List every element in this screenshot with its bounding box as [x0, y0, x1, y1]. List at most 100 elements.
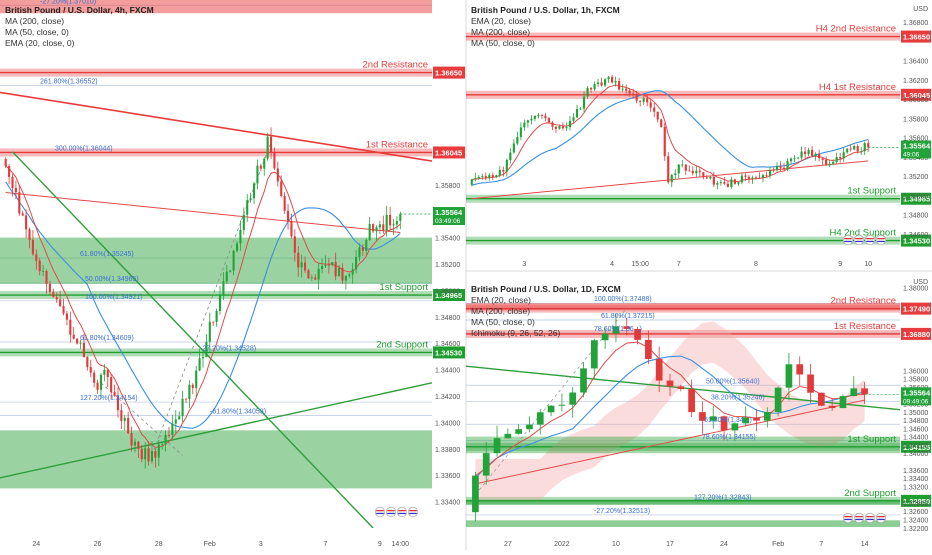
price-tag-support	[901, 192, 931, 205]
candle-body	[215, 310, 218, 322]
candle-body	[723, 182, 726, 184]
y-tick-label: 1.34600	[903, 232, 928, 239]
candle-body	[157, 444, 160, 458]
price-tag-text: 1.34530	[435, 348, 462, 357]
candle-body	[551, 122, 554, 127]
candle-body	[201, 357, 205, 359]
candle-body	[11, 176, 14, 189]
candle-body	[737, 182, 740, 184]
candle-body	[607, 76, 610, 80]
candle-body	[38, 260, 41, 272]
trendline-green	[11, 151, 374, 528]
candle-body	[21, 213, 24, 216]
x-tick-label: 9	[378, 541, 382, 548]
candle-body	[779, 166, 782, 168]
y-tick-label: 1.34600	[903, 426, 928, 433]
candle-body	[55, 297, 58, 300]
candle-body	[86, 356, 89, 368]
candle-body	[355, 257, 358, 270]
candle-body	[863, 143, 866, 152]
candle-body	[42, 270, 45, 272]
candle-body	[744, 175, 747, 177]
x-tick-label: 7	[324, 541, 328, 548]
current-price-tag	[901, 140, 931, 159]
candle-body	[709, 416, 717, 421]
y-tick-label: 1.36200	[903, 78, 928, 85]
candle-body	[515, 429, 522, 434]
candle-body	[79, 342, 82, 344]
candle-body	[839, 396, 847, 409]
x-tick-label: 4	[610, 261, 614, 268]
candle-body	[660, 119, 663, 127]
candle-body	[481, 176, 484, 177]
candle-body	[818, 153, 821, 159]
candle-body	[793, 157, 796, 159]
y-tick-label: 1.33600	[903, 468, 928, 475]
candle-body	[580, 368, 587, 393]
candle-body	[491, 175, 494, 178]
candle-body	[375, 227, 378, 232]
candle-body	[144, 448, 147, 460]
currency-label: USD	[913, 6, 928, 13]
flag-icon	[374, 506, 386, 518]
candle-body	[140, 448, 143, 460]
y-tick-label: 1.36400	[903, 59, 928, 66]
candle-body	[89, 367, 92, 373]
flag-stripe	[877, 240, 885, 243]
candle-body	[720, 416, 728, 431]
candle-body	[65, 313, 68, 320]
candle-body	[392, 224, 395, 226]
candle-body	[127, 417, 130, 434]
candle-body	[547, 405, 555, 413]
fib-label: 127.20%(1.34154)	[80, 395, 138, 402]
candle-body	[502, 169, 505, 172]
candle-body	[324, 264, 327, 267]
candle-body	[62, 306, 65, 314]
candle-body	[754, 177, 758, 179]
x-tick-label: 14:00	[392, 541, 410, 548]
fib-label: -61.80%(1.34053)	[210, 408, 266, 415]
fib-label: 100.00%(1.37488)	[594, 296, 652, 303]
fib-label: 61.80%(1.37215)	[601, 313, 655, 320]
candle-body	[235, 243, 239, 251]
candle-body	[382, 224, 385, 231]
flag-stripe	[866, 240, 874, 243]
candle-body	[212, 321, 215, 323]
candle-body	[181, 398, 184, 417]
y-tick-label: 1.33800	[435, 447, 460, 454]
candle-body	[358, 247, 361, 258]
candle-body	[761, 175, 765, 179]
y-tick-label: 1.35000	[435, 288, 460, 295]
y-tick-label: 1.36000	[903, 368, 928, 375]
fib-label: 100.00%(1.34921)	[85, 294, 143, 301]
candle-body	[72, 334, 75, 339]
flag-icon	[385, 506, 397, 518]
candle-body	[317, 268, 320, 280]
candle-body	[782, 167, 786, 170]
candle-body	[860, 151, 863, 153]
y-tick-label: 1.34800	[435, 315, 460, 322]
candle-body	[775, 166, 779, 171]
candle-body	[596, 82, 600, 85]
candle-body	[526, 120, 529, 123]
candle-body	[252, 183, 256, 199]
candle-body	[351, 269, 354, 275]
candle-body	[259, 165, 262, 169]
candle-body	[368, 224, 371, 240]
current-price-tag	[901, 387, 931, 406]
ma50-line	[475, 355, 865, 479]
candle-body	[590, 340, 598, 369]
candle-body	[276, 168, 279, 182]
candle-body	[821, 158, 824, 160]
y-tick-label: 1.34200	[903, 443, 928, 450]
fib-label: 78.60%(1.34155)	[702, 434, 756, 441]
ema20-line	[5, 165, 401, 449]
flag-stripe	[844, 240, 852, 243]
x-tick-label: Feb	[772, 541, 784, 548]
flag-icon	[407, 506, 419, 518]
candle-body	[504, 433, 512, 439]
price-tag-resistance	[433, 66, 465, 79]
flag-stripe	[409, 512, 417, 515]
candle-body	[495, 175, 498, 178]
candle-body	[642, 98, 645, 102]
